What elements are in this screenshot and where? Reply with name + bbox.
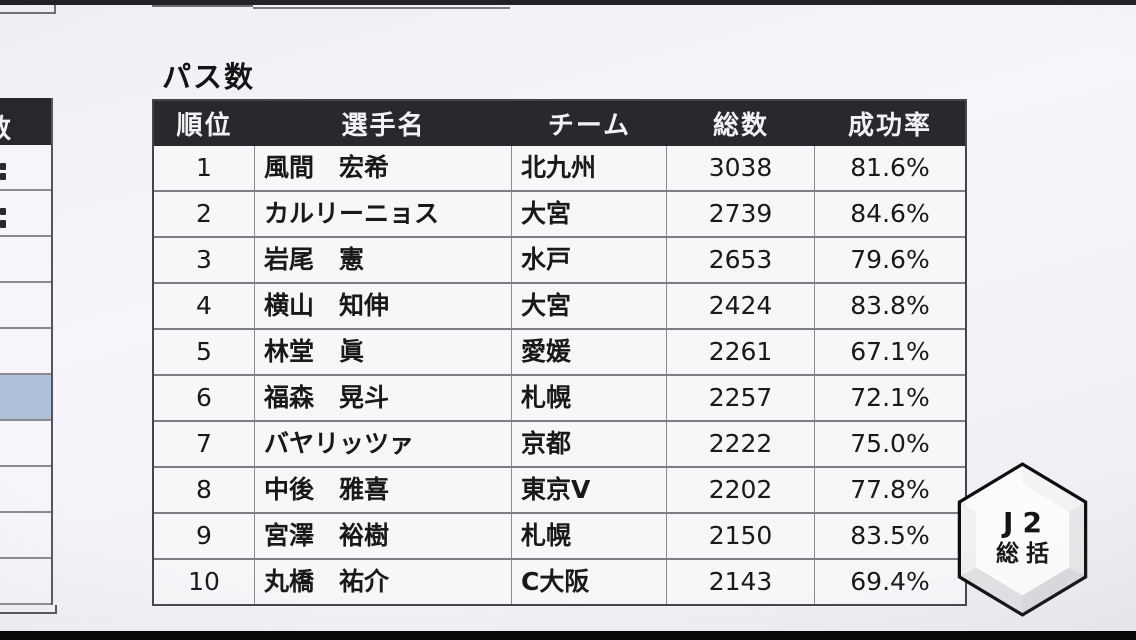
cell-name: 宮澤 裕樹 [255,514,512,560]
left-table-cell [0,329,51,375]
badge-line-2: 総括 [996,541,1056,567]
cell-total: 2150 [667,514,815,560]
cell-rank: 2 [154,192,255,238]
cell-team: 京都 [512,422,667,468]
col-header-rank: 順位 [154,101,255,146]
table-row: 3 岩尾 憲水戸 2653 79.6% [154,238,965,284]
table-row: 7 バヤリッツァ 京都 2222 75.0% [154,422,965,468]
cell-rank: 7 [154,422,255,468]
left-table-cell [0,513,51,559]
cell-rank: 10 [154,560,255,604]
partial-glyph-mark [0,220,6,228]
cell-rate: 83.5% [815,514,965,560]
cell-team: 大宮 [512,192,667,238]
badge-text: J2 総括 [956,507,1089,568]
cell-rank: 5 [154,330,255,376]
left-table-cell [0,559,51,605]
table-row: 10 丸橋 祐介 C大阪 2143 69.4% [154,560,965,604]
table-row: 2 カルリーニョス 大宮 2739 84.6% [154,192,965,238]
cell-team: 札幌 [512,514,667,560]
cell-total: 2739 [667,192,815,238]
cell-total: 2653 [667,238,815,284]
col-header-team: チーム [512,101,667,146]
cell-rank: 4 [154,284,255,330]
cell-total: 2222 [667,422,815,468]
cell-rank: 1 [154,146,255,192]
cell-total: 2257 [667,376,815,422]
cell-rate: 75.0% [815,422,965,468]
cell-rate: 67.1% [815,330,965,376]
j2-summary-badge: J2 総括 [956,460,1089,620]
cell-name: 丸橋 祐介 [255,560,512,604]
table-title: パス数 [162,60,256,94]
left-table-highlight-cell [0,375,51,421]
col-header-name: 選手名 [255,101,512,146]
cell-rate: 83.8% [815,284,965,330]
table-row: 9 宮澤 裕樹 札幌 2150 83.5% [154,514,965,560]
cell-total: 2143 [667,560,815,604]
table-body: 1 風間 宏希 北九州 3038 81.6% 2 カルリーニョス 大宮 2739 84.6% 3 岩尾… [154,146,965,604]
left-table-outer-corner [0,605,57,614]
cell-total: 2424 [667,284,815,330]
cutoff-cell-top-left [0,0,56,14]
table-row: 8 中後 雅喜 東京V 2202 77.8% [154,468,965,514]
cell-team: 愛媛 [512,330,667,376]
cell-team: 札幌 [512,376,667,422]
badge-line-1: J2 [1003,506,1051,539]
left-table-cell [0,467,51,513]
cell-rank: 9 [154,514,255,560]
col-header-rate: 成功率 [815,101,965,146]
partial-glyph-mark [0,173,6,180]
partial-glyph-mark [0,163,6,170]
cell-name: 中後 雅喜 [255,468,512,514]
left-table-cell [0,421,51,467]
cell-rank: 8 [154,468,255,514]
cell-team: 大宮 [512,284,667,330]
left-table-header-partial-label: 数 [0,107,11,145]
cell-team: 北九州 [512,146,667,192]
hexagon-badge-icon [957,462,1088,617]
cell-team: 水戸 [512,238,667,284]
table-row: 4 横山 知伸 大宮 2424 83.8% [154,284,965,330]
cell-name: バヤリッツァ [255,422,512,468]
left-table-cell [0,145,51,191]
cutoff-line-top-2 [253,7,510,9]
cutoff-table-left: 数 [0,98,53,605]
left-table-cell [0,237,51,283]
cell-rate: 84.6% [815,192,965,238]
table-row: 1 風間 宏希 北九州 3038 81.6% [154,146,965,192]
cell-total: 2261 [667,330,815,376]
cell-name: 横山 知伸 [255,284,512,330]
left-table-body [0,145,51,605]
table-header-row: 順位 選手名 チーム 総数 成功率 [154,101,965,146]
left-table-cell [0,283,51,329]
left-table-cell [0,191,51,237]
cell-team: C大阪 [512,560,667,604]
cutoff-line-top-1 [152,5,253,7]
cell-rate: 77.8% [815,468,965,514]
cell-rank: 3 [154,238,255,284]
top-letterbox-bar [0,0,1136,5]
table-row: 5 林堂 眞愛媛 2261 67.1% [154,330,965,376]
cell-rate: 72.1% [815,376,965,422]
cell-name: 林堂 眞 [255,330,512,376]
left-table-header: 数 [0,98,51,145]
cell-rate: 69.4% [815,560,965,604]
cell-total: 3038 [667,146,815,192]
col-header-total: 総数 [667,101,815,146]
bottom-letterbox-bar [0,631,1136,640]
cell-total: 2202 [667,468,815,514]
cell-rate: 81.6% [815,146,965,192]
cell-name: 福森 晃斗 [255,376,512,422]
pass-stats-table: 順位 選手名 チーム 総数 成功率 1 風間 宏希 北九州 3038 81.6% 2 カルリ… [152,99,967,606]
cell-name: 岩尾 憲 [255,238,512,284]
cell-rate: 79.6% [815,238,965,284]
cell-name: 風間 宏希 [255,146,512,192]
cell-name: カルリーニョス [255,192,512,238]
table-row: 6 福森 晃斗 札幌 2257 72.1% [154,376,965,422]
partial-glyph-mark [0,208,6,215]
cell-team: 東京V [512,468,667,514]
cell-rank: 6 [154,376,255,422]
